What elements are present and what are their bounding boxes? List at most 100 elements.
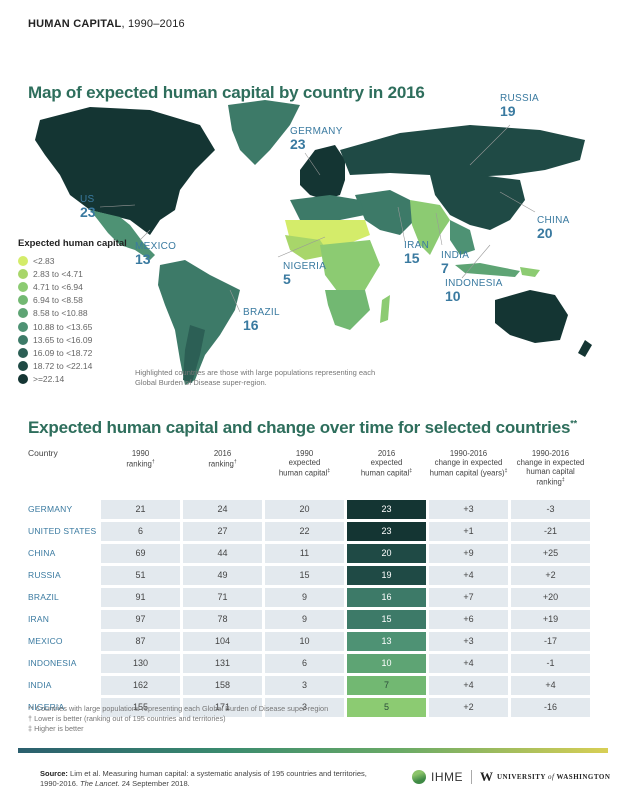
- cell-rank2016: 78: [183, 609, 262, 629]
- legend-item: 8.58 to <10.88: [18, 307, 127, 320]
- column-header-line: human capital ranking: [526, 467, 575, 487]
- table-row: GERMANY 21 24 20 23 +3 -3: [23, 499, 590, 519]
- map-note: Highlighted countries are those with lar…: [135, 368, 376, 387]
- map-label-germany: GERMANY 23: [290, 126, 343, 152]
- legend-item: 10.88 to <13.65: [18, 320, 127, 333]
- legend-swatch-icon: [18, 255, 28, 266]
- cell-change-rank: -21: [511, 521, 590, 541]
- cell-rank1990: 97: [101, 609, 180, 629]
- column-header: 2016 ranking†: [183, 449, 262, 497]
- legend-item: <2.83: [18, 254, 127, 267]
- cell-hc1990: 3: [265, 675, 344, 695]
- legend-swatch-icon: [18, 268, 28, 279]
- cell-rank2016: 24: [183, 499, 262, 519]
- cell-hc2016: 23: [347, 499, 426, 519]
- cell-rank1990: 87: [101, 631, 180, 651]
- cell-change-years: +9: [429, 543, 508, 563]
- legend-label: 2.83 to <4.71: [33, 268, 83, 279]
- cell-rank2016: 27: [183, 521, 262, 541]
- map-region-madagascar: [380, 295, 390, 323]
- column-header: 1990 ranking†: [101, 449, 180, 497]
- ihme-logo-icon: [412, 770, 426, 784]
- document-title: HUMAN CAPITAL, 1990–2016: [28, 18, 185, 30]
- table-row: IRAN 97 78 9 15 +6 +19: [23, 609, 590, 629]
- column-header-line: 1990-2016: [531, 449, 570, 458]
- map-region-south-america: [158, 260, 240, 385]
- map-region-southern-africa: [325, 290, 370, 330]
- map-label-china: CHINA 20: [537, 215, 570, 241]
- cell-change-years: +4: [429, 675, 508, 695]
- legend-title: Expected human capital: [18, 238, 127, 249]
- cell-change-years: +3: [429, 631, 508, 651]
- cell-rank1990: 6: [101, 521, 180, 541]
- map-legend: Expected human capital <2.83 2.83 to <4.7…: [18, 238, 127, 386]
- column-header-line: expected: [370, 458, 403, 467]
- legend-label: 4.71 to <6.94: [33, 281, 83, 292]
- cell-change-rank: -3: [511, 499, 590, 519]
- cell-hc2016: 10: [347, 653, 426, 673]
- cell-rank1990: 91: [101, 587, 180, 607]
- column-header-line: human capital (years): [429, 468, 505, 478]
- legend-swatch-icon: [18, 361, 28, 372]
- cell-change-years: +6: [429, 609, 508, 629]
- cell-hc1990: 22: [265, 521, 344, 541]
- map-region-europe: [300, 145, 345, 200]
- legend-swatch-icon: [18, 334, 28, 345]
- footnote-mark: †: [233, 459, 237, 465]
- cell-change-years: +2: [429, 697, 508, 717]
- legend-swatch-icon: [18, 321, 28, 332]
- column-header-line: 2016: [377, 449, 396, 458]
- cell-change-rank: +4: [511, 675, 590, 695]
- map-region-middle-east: [355, 190, 415, 235]
- cell-hc1990: 6: [265, 653, 344, 673]
- table-row: CHINA 69 44 11 20 +9 +25: [23, 543, 590, 563]
- cell-rank2016: 104: [183, 631, 262, 651]
- legend-swatch-icon: [18, 308, 28, 319]
- ihme-logo-text: IHME: [431, 770, 463, 784]
- column-header-line: 1990-2016: [449, 449, 488, 458]
- map-region-west-africa: [285, 235, 330, 260]
- column-header: 2016 expected human capital‡: [347, 449, 426, 497]
- footer-gradient-divider: [18, 748, 608, 753]
- cell-country: UNITED STATES: [28, 526, 97, 537]
- map-label-iran: IRAN 15: [404, 240, 430, 266]
- column-header-line: expected: [288, 458, 321, 467]
- map-region-north-africa: [290, 195, 365, 220]
- legend-swatch-icon: [18, 347, 28, 358]
- cell-country: RUSSIA: [28, 570, 61, 581]
- column-header-line: change in expected: [516, 458, 585, 467]
- footnote-mark: ‡: [504, 468, 508, 474]
- cell-rank2016: 158: [183, 675, 262, 695]
- legend-label: 18.72 to <22.14: [33, 361, 93, 372]
- map-region-india: [410, 200, 450, 255]
- map-region-china: [430, 175, 525, 230]
- uw-logo-icon: W: [480, 769, 493, 784]
- cell-rank2016: 49: [183, 565, 262, 585]
- cell-country: INDONESIA: [28, 658, 77, 669]
- cell-country: IRAN: [28, 614, 50, 625]
- legend-swatch-icon: [18, 374, 28, 385]
- source-citation: Source: Lim et al. Measuring human capit…: [40, 769, 367, 788]
- map-region-greenland: [228, 100, 300, 165]
- cell-country: GERMANY: [28, 504, 73, 515]
- cell-hc1990: 11: [265, 543, 344, 563]
- cell-rank1990: 51: [101, 565, 180, 585]
- footnote-mark: ‡: [561, 477, 565, 483]
- human-capital-table: Country 1990 ranking† 2016 ranking† 1990 expec…: [20, 446, 593, 720]
- map-label-brazil: BRAZIL 16: [243, 307, 280, 333]
- cell-change-years: +4: [429, 565, 508, 585]
- cell-rank2016: 44: [183, 543, 262, 563]
- map-region-russia: [340, 125, 585, 177]
- cell-rank1990: 69: [101, 543, 180, 563]
- map-region-australia: [495, 290, 568, 343]
- cell-hc2016: 7: [347, 675, 426, 695]
- footnote: ** Countries with large populations repr…: [28, 704, 329, 713]
- column-header-line: ranking: [208, 459, 234, 469]
- cell-change-rank: +25: [511, 543, 590, 563]
- column-header: 1990-2016 change in expected human capital…: [429, 449, 508, 497]
- legend-swatch-icon: [18, 295, 28, 306]
- legend-item: 2.83 to <4.71: [18, 267, 127, 280]
- cell-rank2016: 131: [183, 653, 262, 673]
- cell-hc1990: 9: [265, 609, 344, 629]
- column-header-line: change in expected: [434, 458, 503, 467]
